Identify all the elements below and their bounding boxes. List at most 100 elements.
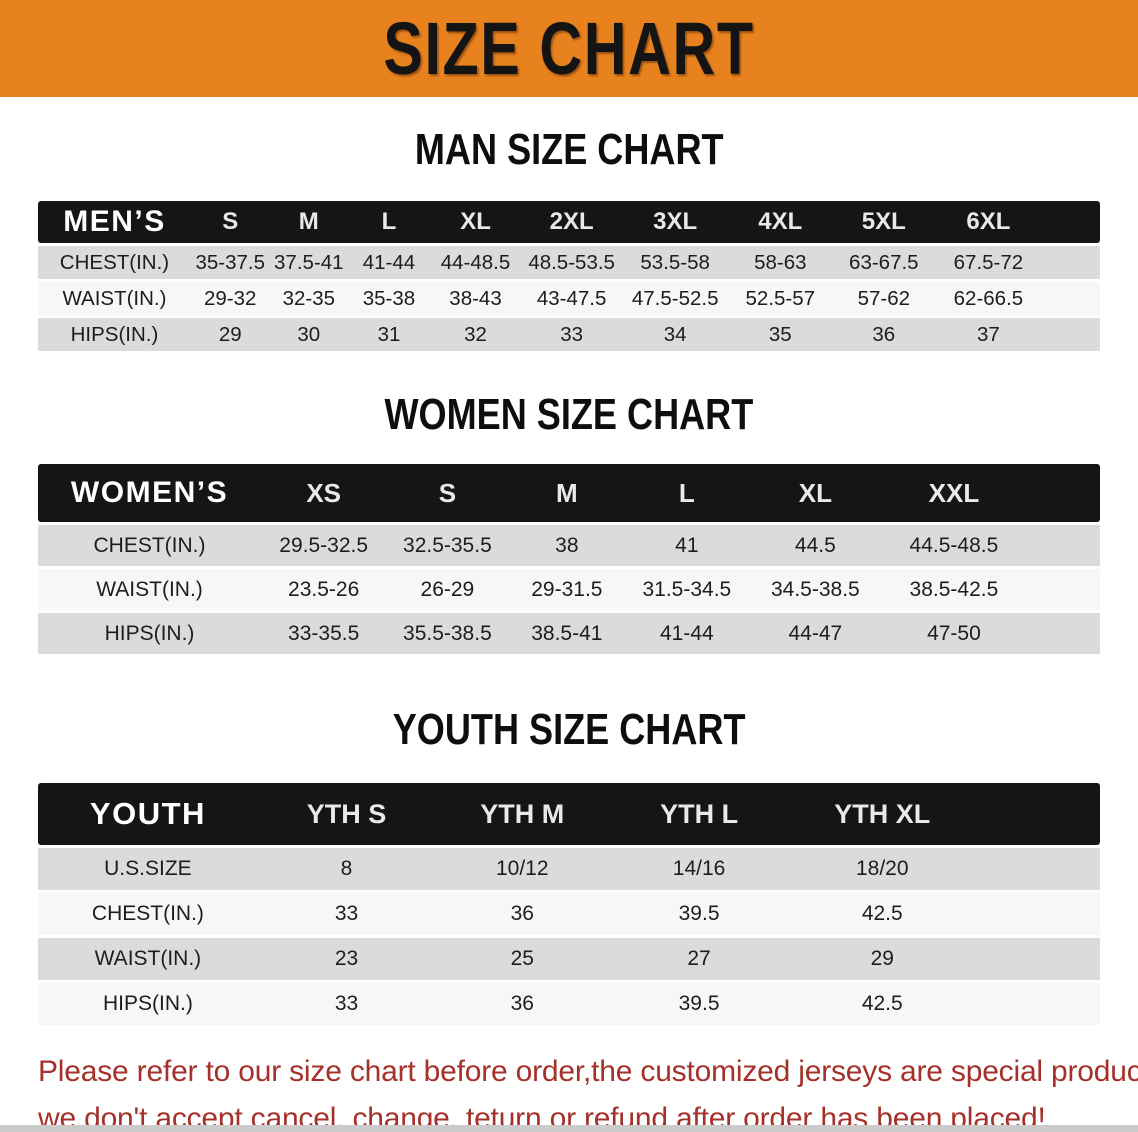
men-section-heading-text: MAN SIZE CHART — [414, 125, 724, 174]
table-cell-filler — [975, 893, 1100, 935]
table-cell: 39.5 — [609, 983, 789, 1025]
row-label: HIPS(IN.) — [38, 318, 191, 351]
column-header: YTH M — [435, 783, 610, 845]
table-cell: 31 — [348, 318, 430, 351]
column-header: 3XL — [622, 201, 729, 243]
table-cell: 30 — [269, 318, 349, 351]
table-cell: 35 — [728, 318, 833, 351]
column-header: M — [508, 464, 626, 522]
table-cell: 47-50 — [882, 613, 1026, 654]
column-header: L — [625, 464, 749, 522]
table-row: WAIST(IN.) 23.5-26 26-29 29-31.5 31.5-34… — [38, 569, 1100, 610]
table-cell: 52.5-57 — [728, 282, 833, 315]
table-cell: 27 — [609, 938, 789, 980]
table-cell: 44.5-48.5 — [882, 525, 1026, 566]
table-cell: 57-62 — [832, 282, 936, 315]
column-header: 5XL — [832, 201, 936, 243]
table-cell: 29-32 — [190, 282, 270, 315]
table-cell-filler — [1025, 613, 1100, 654]
women-group-label: WOMEN’S — [38, 464, 262, 522]
table-cell: 8 — [257, 848, 436, 890]
men-group-label: MEN’S — [38, 201, 191, 243]
table-row: HIPS(IN.) 29 30 31 32 33 34 35 36 37 — [38, 318, 1100, 351]
women-header-row: WOMEN’S XS S M L XL XXL — [38, 464, 1100, 522]
table-cell: 29.5-32.5 — [261, 525, 387, 566]
column-header: 6XL — [935, 201, 1042, 243]
table-cell-filler — [975, 848, 1100, 890]
header-filler — [975, 783, 1100, 845]
column-header: 2XL — [521, 201, 623, 243]
women-section-heading: WOMEN SIZE CHART — [0, 390, 1138, 440]
column-header: YTH S — [257, 783, 436, 845]
table-cell: 47.5-52.5 — [622, 282, 729, 315]
table-cell: 63-67.5 — [832, 246, 936, 279]
youth-section-heading-text: YOUTH SIZE CHART — [392, 705, 746, 754]
row-label: WAIST(IN.) — [38, 282, 191, 315]
row-label: HIPS(IN.) — [38, 613, 262, 654]
disclaimer: Please refer to our size chart before or… — [38, 1048, 1138, 1132]
table-cell: 31.5-34.5 — [625, 569, 749, 610]
table-cell: 10/12 — [435, 848, 610, 890]
column-header: M — [269, 201, 349, 243]
table-cell: 44-47 — [748, 613, 883, 654]
table-cell: 36 — [435, 893, 610, 935]
table-cell: 23.5-26 — [261, 569, 387, 610]
table-cell: 43-47.5 — [521, 282, 623, 315]
row-label: CHEST(IN.) — [38, 525, 262, 566]
table-cell: 44.5 — [748, 525, 883, 566]
table-cell: 26-29 — [386, 569, 509, 610]
table-cell-filler — [1041, 246, 1100, 279]
table-cell: 37 — [935, 318, 1042, 351]
table-cell: 18/20 — [788, 848, 976, 890]
table-cell: 23 — [257, 938, 436, 980]
table-cell-filler — [975, 983, 1100, 1025]
table-cell: 38 — [508, 525, 626, 566]
table-cell-filler — [1041, 282, 1100, 315]
table-cell: 35-38 — [348, 282, 430, 315]
column-header: L — [348, 201, 430, 243]
column-header: S — [190, 201, 270, 243]
youth-size-table: YOUTH YTH S YTH M YTH L YTH XL U.S.SIZE … — [38, 780, 1100, 1028]
table-cell: 14/16 — [609, 848, 789, 890]
table-cell: 41-44 — [348, 246, 430, 279]
table-cell: 62-66.5 — [935, 282, 1042, 315]
table-cell: 48.5-53.5 — [521, 246, 623, 279]
row-label: HIPS(IN.) — [38, 983, 258, 1025]
disclaimer-line-1: Please refer to our size chart before or… — [38, 1055, 1138, 1088]
table-cell-filler — [1025, 569, 1100, 610]
table-cell: 67.5-72 — [935, 246, 1042, 279]
table-cell: 35.5-38.5 — [386, 613, 509, 654]
row-label: CHEST(IN.) — [38, 893, 258, 935]
table-cell: 38.5-42.5 — [882, 569, 1026, 610]
table-cell-filler — [1025, 525, 1100, 566]
table-cell: 34.5-38.5 — [748, 569, 883, 610]
youth-header-row: YOUTH YTH S YTH M YTH L YTH XL — [38, 783, 1100, 845]
women-section-heading-text: WOMEN SIZE CHART — [384, 390, 754, 439]
table-cell: 36 — [832, 318, 936, 351]
table-cell: 41-44 — [625, 613, 749, 654]
column-header: S — [386, 464, 509, 522]
table-cell: 42.5 — [788, 983, 976, 1025]
table-row: WAIST(IN.) 29-32 32-35 35-38 38-43 43-47… — [38, 282, 1100, 315]
row-label: CHEST(IN.) — [38, 246, 191, 279]
table-row: HIPS(IN.) 33 36 39.5 42.5 — [38, 983, 1100, 1025]
table-cell: 37.5-41 — [269, 246, 349, 279]
table-cell: 39.5 — [609, 893, 789, 935]
row-label: WAIST(IN.) — [38, 569, 262, 610]
table-cell-filler — [1041, 318, 1100, 351]
header-filler — [1041, 201, 1100, 243]
youth-section-heading: YOUTH SIZE CHART — [0, 705, 1138, 755]
table-cell: 38.5-41 — [508, 613, 626, 654]
table-cell: 36 — [435, 983, 610, 1025]
table-cell-filler — [975, 938, 1100, 980]
table-cell: 32-35 — [269, 282, 349, 315]
table-cell: 58-63 — [728, 246, 833, 279]
table-row: CHEST(IN.) 29.5-32.5 32.5-35.5 38 41 44.… — [38, 525, 1100, 566]
row-label: WAIST(IN.) — [38, 938, 258, 980]
table-cell: 41 — [625, 525, 749, 566]
men-size-table: MEN’S S M L XL 2XL 3XL 4XL 5XL 6XL CHEST… — [38, 198, 1100, 354]
header-filler — [1025, 464, 1100, 522]
table-cell: 33 — [521, 318, 623, 351]
table-cell: 29 — [190, 318, 270, 351]
column-header: YTH XL — [788, 783, 976, 845]
